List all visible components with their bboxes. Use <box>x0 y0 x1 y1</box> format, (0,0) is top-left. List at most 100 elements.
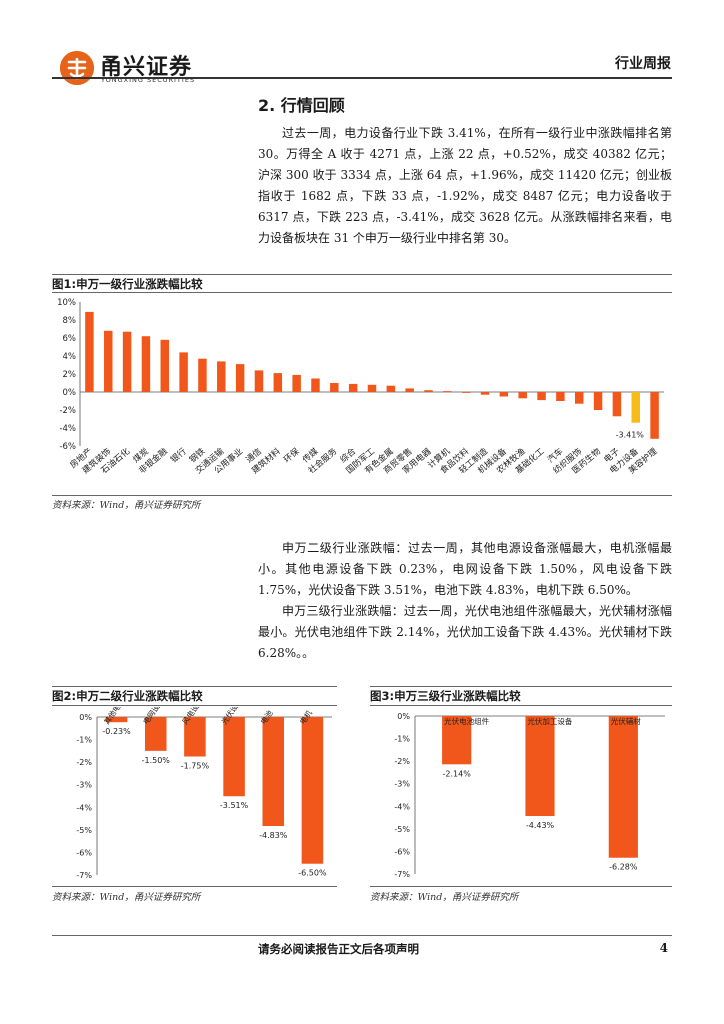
bar-钢铁 <box>198 358 207 392</box>
y-tick-label: -3% <box>394 780 410 789</box>
brand-logo-icon <box>60 51 94 85</box>
data-label: -4.83% <box>259 831 288 840</box>
bar-光伏设备 <box>223 717 245 797</box>
y-tick-label: 0% <box>79 713 92 722</box>
report-type-label: 行业周报 <box>615 56 671 72</box>
bar-基础化工 <box>537 392 546 401</box>
paragraph-market-review: 过去一周，电力设备行业下跌 3.41%，在所有一级行业中涨跌幅排名第 30。万得… <box>258 126 672 245</box>
y-tick-label: -7% <box>394 870 410 879</box>
highlight-data-label: -3.41% <box>616 431 645 440</box>
y-tick-label: 8% <box>63 316 77 326</box>
brand-name: 甬兴证券 <box>100 55 193 80</box>
fig2-source: 资料来源：Wind，甬兴证券研究所 <box>52 892 201 903</box>
brand-subtitle: YONGXING SECURITIES <box>101 76 196 84</box>
y-tick-label: -4% <box>394 802 410 811</box>
bar-光伏加工设备 <box>525 716 555 816</box>
fig1-source: 资料来源：Wind，甬兴证券研究所 <box>52 500 201 511</box>
y-tick-label: -6% <box>394 847 410 856</box>
fig1-chart-svg: -6%-4%-2%0%2%4%6%8%10%房地产建筑装饰石油石化 煤炭非银金融银… <box>57 298 664 476</box>
bar-房地产 <box>85 311 94 392</box>
x-tick-label: 银行 <box>168 446 188 466</box>
bar-建筑装饰 <box>104 330 113 392</box>
bar-光伏电池组件 <box>442 716 472 765</box>
data-label: -1.50% <box>142 756 171 765</box>
x-tick-label: 光伏加工设备 <box>527 716 572 726</box>
x-tick-label: 光伏辅材 <box>611 716 641 726</box>
header-rule <box>52 77 672 79</box>
section-title: 2. 行情回顾 <box>258 96 345 115</box>
fig2-top-rule <box>52 686 337 687</box>
fig2-bottom-rule <box>52 886 337 887</box>
bar-国防军工 <box>367 384 377 392</box>
fig2-chart-svg: 0% -1% -2% -3% -4% -5% -6% -7% -0.23%其他电源设备 -1.50… <box>76 683 332 880</box>
bar-电机 <box>301 717 324 864</box>
bar-电子 <box>612 392 622 417</box>
bar-综合 <box>348 383 358 392</box>
bar-社会服务 <box>330 383 339 392</box>
data-label: -4.43% <box>526 821 555 830</box>
fig3-title-rule <box>370 705 672 706</box>
paragraph-sw-level2: 申万二级行业涨跌幅：过去一周，其他电源设备涨幅最大，电机涨幅最小。其他电源设备下… <box>258 541 672 597</box>
data-label: -1.75% <box>181 762 210 771</box>
bar-有色金属 <box>386 385 396 392</box>
bar-光伏辅材 <box>608 716 638 858</box>
x-tick-label: 光伏电池组件 <box>444 716 489 726</box>
bar-非银金融 <box>160 339 170 392</box>
fig1-bottom-rule <box>52 495 672 496</box>
y-tick-label: -3% <box>76 781 92 790</box>
paragraph-sw-level3: 申万三级行业涨跌幅：过去一周，光伏电池组件涨幅最大，光伏辅材涨幅最小。光伏电池组… <box>258 604 672 660</box>
bar-机械设备 <box>499 392 509 397</box>
data-label: -6.28% <box>609 863 638 872</box>
y-tick-label: -2% <box>76 758 92 767</box>
fig2-chart: 0% -1% -2% -3% -4% -5% -6% -7% -0.23%其他电源设备 -1.50… <box>52 683 337 889</box>
data-label: -6.50% <box>298 869 327 878</box>
bar-石油石化 <box>122 331 132 392</box>
bar-交通运输 <box>217 361 226 392</box>
x-tick-label: 环保 <box>281 446 301 466</box>
page-number: 4 <box>659 941 668 955</box>
data-label: -0.23% <box>102 727 131 736</box>
footer-disclaimer: 请务必阅读报告正文后各项声明 <box>258 942 419 956</box>
fig1-title-rule <box>52 292 672 293</box>
bar-食品饮料 <box>461 392 471 393</box>
data-label: -3.51% <box>220 801 249 810</box>
bar-电池 <box>262 717 285 827</box>
bar-电力设备 <box>631 392 640 423</box>
bar-环保 <box>292 374 301 392</box>
y-tick-label: -6% <box>76 848 92 857</box>
bar-银行 <box>179 352 188 392</box>
y-tick-label: 6% <box>63 334 77 344</box>
y-tick-label: -2% <box>59 406 76 416</box>
y-tick-label: -1% <box>394 735 410 744</box>
bar-美容护理 <box>650 392 659 439</box>
bar-煤炭 <box>141 336 151 392</box>
data-label: -2.14% <box>443 769 472 778</box>
bar-风电设备 <box>184 717 206 757</box>
fig2-title-rule <box>52 705 337 706</box>
bar-传媒 <box>311 378 320 392</box>
bar-农林牧渔 <box>518 392 527 399</box>
bar-纺织服饰 <box>574 392 584 404</box>
bar-轻工制造 <box>480 392 490 395</box>
bar-医药生物 <box>593 392 603 410</box>
fig3-chart: 0% -1% -2% -3% -4% -5% -6% -7% -2.14% 光伏电池组件 -4.43… <box>370 707 672 889</box>
fig3-title: 图3:申万三级行业涨跌幅比较 <box>370 689 521 703</box>
y-tick-label: -2% <box>394 757 410 766</box>
y-tick-label: -6% <box>59 442 76 452</box>
fig2-title: 图2:申万二级行业涨跌幅比较 <box>52 689 203 703</box>
fig3-bottom-rule <box>370 886 672 887</box>
y-tick-label: 0% <box>63 388 77 398</box>
bar-计算机 <box>443 391 452 392</box>
y-tick-label: -7% <box>76 871 92 880</box>
bar-电网设备 <box>144 717 167 751</box>
bar-公用事业 <box>235 364 245 392</box>
y-tick-label: -5% <box>76 826 92 835</box>
footer-rule <box>52 935 672 936</box>
fig3-top-rule <box>370 686 672 687</box>
y-tick-label: 10% <box>57 298 76 308</box>
y-tick-label: -5% <box>394 825 410 834</box>
fig3-source: 资料来源：Wind，甬兴证券研究所 <box>370 892 519 903</box>
y-tick-label: 2% <box>63 370 77 380</box>
fig1-title: 图1:申万一级行业涨跌幅比较 <box>52 277 203 291</box>
fig1-chart: -6% -4% -2% 0% 2% 4% 6% 8% 10% 房地产 建筑装饰 石油石化 煤炭 非银金融银… <box>52 294 672 498</box>
